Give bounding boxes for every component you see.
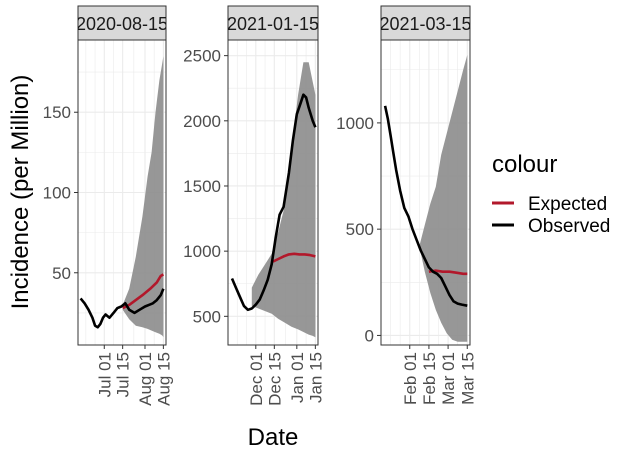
x-tick-label: Jul 15 xyxy=(114,352,133,397)
uncertainty-band xyxy=(122,56,164,337)
x-tick-label: Dec 01 xyxy=(247,352,266,406)
y-tick-label: 0 xyxy=(365,326,374,345)
facet-panel-2: 2021-01-15 500 1000 1500 2000 2500 Dec 01 Dec 1… xyxy=(183,5,325,406)
y-tick-label: 100 xyxy=(43,184,71,203)
x-tick-label: Jan 01 xyxy=(288,352,307,403)
series-line-expected xyxy=(428,269,468,276)
x-tick-label: Mar 15 xyxy=(458,352,477,405)
y-tick-label: 50 xyxy=(52,264,71,283)
legend-label-expected: Expected xyxy=(528,194,607,215)
y-tick-label: 500 xyxy=(346,220,374,239)
x-tick-label: Jan 15 xyxy=(306,352,325,403)
x-tick-label: Dec 15 xyxy=(265,352,284,406)
x-tick-label: Feb 15 xyxy=(420,352,439,405)
x-axis-title: Date xyxy=(248,424,299,451)
series-line-expected xyxy=(122,273,165,310)
x-tick-label: Aug 15 xyxy=(154,352,173,406)
y-tick-label: 500 xyxy=(193,307,221,326)
series-line-observed xyxy=(230,93,317,312)
y-tick-label: 1000 xyxy=(183,242,221,261)
uncertainty-band xyxy=(251,62,316,338)
facet-strip-label: 2021-01-15 xyxy=(227,14,319,34)
facet-strip-label: 2020-08-15 xyxy=(76,14,168,34)
x-tick-label: Jul 01 xyxy=(95,352,114,397)
facet-panel-1: 2020-08-15 50 100 150 Jul 01 Jul 15 Aug 01 Aug … xyxy=(43,5,173,406)
legend: colour Expected Observed xyxy=(492,151,610,237)
series-line-observed xyxy=(383,105,468,307)
facet-strip-label: 2021-03-15 xyxy=(379,14,471,34)
x-tick-label: Mar 01 xyxy=(439,352,458,405)
legend-title: colour xyxy=(492,151,557,178)
y-tick-label: 2000 xyxy=(183,112,221,131)
y-tick-label: 150 xyxy=(43,103,71,122)
series-line-observed xyxy=(79,288,165,329)
facet-strip xyxy=(77,5,167,41)
x-tick-label: Feb 01 xyxy=(401,352,420,405)
facet-panel-3: 2021-03-15 0 500 1000 Feb 01 Feb 15 Mar 01 Mar … xyxy=(336,5,477,405)
facets-group: 2020-08-15 50 100 150 Jul 01 Jul 15 Aug 01 Aug … xyxy=(43,5,477,406)
legend-label-observed: Observed xyxy=(528,216,610,237)
series-line-expected xyxy=(272,252,316,263)
y-tick-label: 2500 xyxy=(183,47,221,66)
facet-strip xyxy=(227,5,319,41)
y-axis-title: Incidence (per Million) xyxy=(7,75,34,310)
x-tick-label: Aug 01 xyxy=(136,352,155,406)
facet-strip xyxy=(380,5,471,41)
y-tick-label: 1500 xyxy=(183,177,221,196)
y-tick-label: 1000 xyxy=(336,114,374,133)
